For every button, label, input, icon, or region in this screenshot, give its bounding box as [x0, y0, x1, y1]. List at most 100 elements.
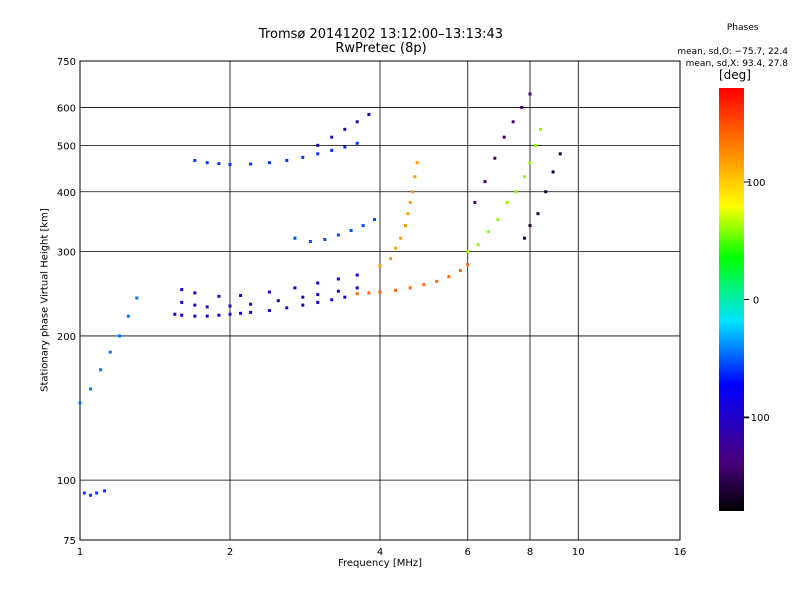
data-point — [249, 310, 253, 314]
data-point — [301, 155, 305, 159]
data-point — [330, 148, 334, 152]
data-point — [458, 268, 462, 272]
x-axis-label: Frequency [MHz] — [337, 558, 423, 569]
data-point — [473, 200, 477, 204]
data-point — [528, 92, 532, 96]
data-point — [336, 289, 340, 293]
data-point — [355, 292, 359, 296]
data-point — [228, 312, 232, 316]
data-point — [408, 200, 412, 204]
data-point — [399, 236, 403, 240]
colorbar-tick-label: 0 — [753, 296, 759, 307]
data-point — [135, 296, 139, 300]
data-point — [217, 162, 221, 166]
x-tick-label: 4 — [377, 547, 383, 558]
data-point — [285, 158, 289, 162]
data-point — [483, 180, 487, 184]
data-point — [249, 302, 253, 306]
data-point — [539, 127, 543, 131]
data-point — [193, 291, 197, 295]
data-point — [316, 281, 320, 285]
y-tick-label: 500 — [57, 141, 76, 152]
data-point — [389, 257, 393, 261]
data-point — [502, 135, 506, 139]
data-point — [413, 175, 417, 179]
y-tick-label: 600 — [57, 103, 76, 114]
y-tick-label: 200 — [57, 332, 76, 343]
data-point — [117, 334, 121, 338]
data-point — [466, 262, 470, 266]
data-point — [511, 120, 515, 124]
data-point — [373, 218, 377, 222]
data-point — [249, 162, 253, 166]
data-point — [293, 286, 297, 290]
x-tick-label: 8 — [527, 547, 533, 558]
y-tick-label: 100 — [57, 476, 76, 487]
x-tick-label: 2 — [227, 547, 233, 558]
data-point — [336, 277, 340, 281]
phase-stats: Phases mean, sd,O: −75.7, 22.4 mean, sd,… — [677, 22, 788, 70]
x-tick-label: 6 — [465, 547, 471, 558]
data-point — [316, 293, 320, 297]
data-point — [205, 161, 209, 165]
data-point — [267, 309, 271, 313]
chart-title: Tromsø 20141202 13:12:00–13:13:43 — [258, 27, 504, 42]
data-point — [330, 298, 334, 302]
data-point — [544, 190, 548, 194]
data-point — [228, 163, 232, 167]
data-point — [95, 491, 99, 495]
data-point — [422, 283, 426, 287]
data-point — [367, 112, 371, 116]
phase-stats-x: mean, sd,X: 93.4, 27.8 — [685, 59, 788, 69]
data-point — [435, 279, 439, 283]
data-point — [301, 295, 305, 299]
data-point — [343, 295, 347, 299]
data-point — [276, 299, 280, 303]
data-point — [205, 305, 209, 309]
colorbar-tick-label: 100 — [746, 178, 765, 189]
data-point — [528, 161, 532, 165]
data-point — [193, 158, 197, 162]
data-point — [466, 250, 470, 254]
y-tick-label: 400 — [57, 188, 76, 199]
data-point — [408, 286, 412, 290]
data-point — [528, 224, 532, 228]
y-tick-label: 75 — [63, 536, 76, 547]
data-point — [355, 286, 359, 290]
y-tick-label: 300 — [57, 248, 76, 259]
x-tick-label: 16 — [674, 547, 687, 558]
data-point — [403, 224, 407, 228]
data-point — [205, 314, 209, 318]
data-point — [103, 489, 107, 493]
data-point — [78, 401, 82, 405]
data-point — [505, 200, 509, 204]
data-point — [349, 229, 353, 233]
data-point — [447, 275, 451, 279]
x-tick-label: 1 — [77, 547, 83, 558]
chart-subtitle: RwPretec (8p) — [335, 41, 427, 56]
data-point — [361, 224, 365, 228]
data-point — [514, 190, 518, 194]
data-point — [89, 387, 93, 391]
plot-frame — [79, 60, 681, 541]
data-point — [355, 273, 359, 277]
data-point — [493, 156, 497, 160]
colorbar-tick-label: −100 — [742, 413, 769, 424]
data-point — [523, 236, 527, 240]
data-point — [355, 120, 359, 124]
colorbar-ticks: 100 0 −100 — [742, 178, 769, 424]
axis-ticks: 1 2 4 6 8 10 16 75 100 200 300 400 500 600 750 — [57, 57, 686, 558]
data-point — [180, 313, 184, 317]
data-point — [193, 314, 197, 318]
data-point — [293, 236, 297, 240]
data-point — [228, 304, 232, 308]
data-point — [180, 288, 184, 292]
data-point — [355, 141, 359, 145]
data-point — [415, 161, 419, 165]
data-point — [285, 306, 289, 310]
data-point — [323, 237, 327, 241]
data-point — [308, 239, 312, 243]
data-point — [126, 314, 130, 318]
data-point — [316, 300, 320, 304]
